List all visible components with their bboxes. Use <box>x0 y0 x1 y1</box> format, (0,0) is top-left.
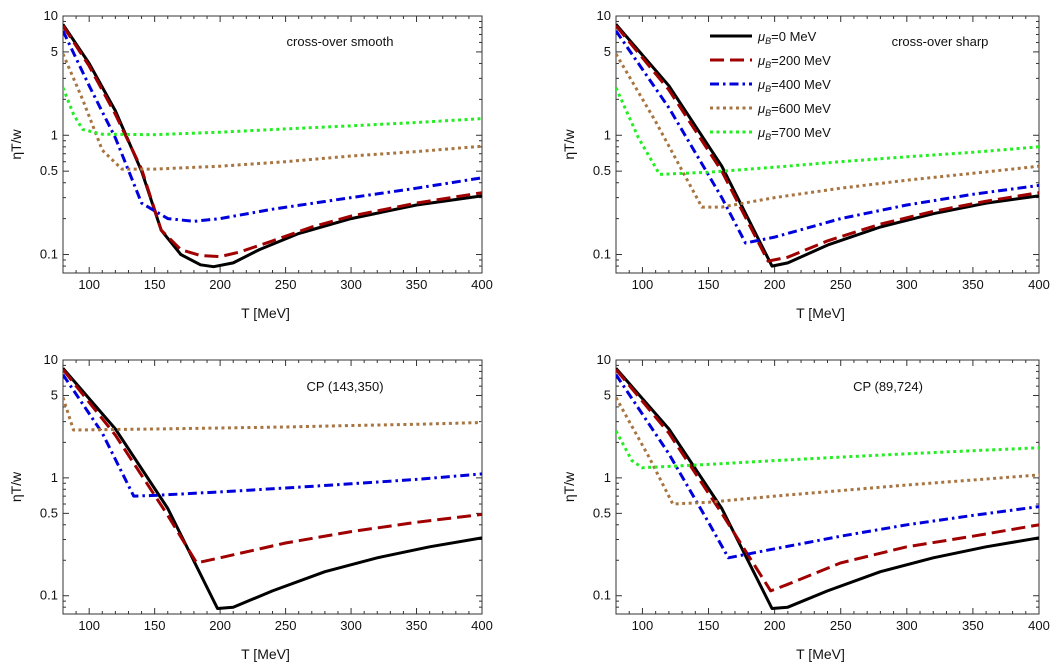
legend-label: μB=400 MeV <box>757 77 831 94</box>
x-axis-title: T [MeV] <box>796 646 845 662</box>
plot-frame <box>62 15 483 274</box>
legend-label: μB=200 MeV <box>757 53 831 70</box>
x-axis-title: T [MeV] <box>241 305 290 321</box>
legend-label: μB=0 MeV <box>757 29 817 46</box>
y-tick-label: 5 <box>51 387 58 402</box>
y-tick-label: 10 <box>597 352 611 367</box>
series-line-3 <box>616 53 1039 209</box>
series-line-3 <box>616 396 1039 506</box>
y-axis-title: ηT/w <box>8 471 24 502</box>
x-tick-label: 350 <box>962 618 984 633</box>
x-tick-label: 100 <box>78 277 100 292</box>
x-tick-label: 100 <box>632 618 654 633</box>
x-tick-label: 200 <box>209 618 231 633</box>
x-tick-label: 400 <box>471 277 493 292</box>
series-line-0 <box>63 23 482 269</box>
series-line-1 <box>616 24 1039 263</box>
y-axis-title: ηT/w <box>561 128 577 159</box>
y-tick-label: 1 <box>51 470 58 485</box>
y-tick-label: 0.1 <box>593 247 611 262</box>
y-tick-label: 5 <box>51 44 58 59</box>
series-line-1 <box>63 368 482 565</box>
chart-panel-1: 0.1 0.5 1 5 10 100 150 200 250 300 350 400 T [MeV] ηT… <box>8 8 493 321</box>
x-tick-label: 150 <box>144 277 166 292</box>
x-tick-label: 300 <box>340 277 362 292</box>
x-tick-label: 300 <box>896 277 918 292</box>
y-tick-label: 5 <box>604 387 611 402</box>
series-line-1 <box>616 368 1039 593</box>
legend-item-0: μB=0 MeV <box>710 29 817 46</box>
series-line-3 <box>63 53 482 171</box>
y-tick-label: 0.1 <box>40 247 58 262</box>
x-tick-label: 150 <box>144 618 166 633</box>
y-tick-label: 10 <box>44 352 58 367</box>
y-axis-title: ηT/w <box>8 128 24 159</box>
x-tick-label: 350 <box>406 277 428 292</box>
plot-frame <box>62 359 483 615</box>
x-axis-title: T [MeV] <box>796 305 845 321</box>
x-tick-label: 350 <box>406 618 428 633</box>
y-axis-title: ηT/w <box>561 471 577 502</box>
x-tick-label: 300 <box>340 618 362 633</box>
chart-panel-4: 0.1 0.5 1 5 10 100 150 200 250 300 350 400 T [MeV] ηT… <box>561 352 1050 662</box>
y-tick-label: 5 <box>604 44 611 59</box>
x-axis-title: T [MeV] <box>241 646 290 662</box>
x-tick-label: 200 <box>209 277 231 292</box>
panel-annotation: cross-over sharp <box>892 34 989 49</box>
panel-annotation: CP (143,350) <box>306 379 383 394</box>
x-tick-label: 200 <box>764 277 786 292</box>
series-line-3 <box>63 397 482 432</box>
legend-item-1: μB=200 MeV <box>710 53 831 70</box>
series-line-2 <box>616 373 1039 560</box>
legend-item-3: μB=600 MeV <box>710 101 831 118</box>
series-line-4 <box>63 87 482 137</box>
chart-panel-2: 0.1 0.5 1 5 10 100 150 200 250 300 350 400 T [MeV] ηT… <box>561 8 1050 321</box>
legend: μB=0 MeV μB=200 MeV μB=400 MeV μB=600 MeV μB… <box>710 29 831 142</box>
y-tick-label: 0.5 <box>593 505 611 520</box>
y-tick-label: 0.5 <box>40 505 58 520</box>
panel-annotation: cross-over smooth <box>287 34 394 49</box>
y-tick-label: 1 <box>604 470 611 485</box>
series-line-2 <box>63 30 482 223</box>
y-tick-label: 0.1 <box>593 588 611 603</box>
x-tick-label: 250 <box>830 277 852 292</box>
plot-frame <box>615 359 1040 615</box>
x-tick-label: 400 <box>471 618 493 633</box>
series-line-2 <box>616 30 1039 245</box>
x-tick-label: 250 <box>275 618 297 633</box>
x-tick-label: 400 <box>1028 277 1050 292</box>
series-line-2 <box>63 373 482 498</box>
x-tick-label: 100 <box>632 277 654 292</box>
x-tick-label: 350 <box>962 277 984 292</box>
y-tick-label: 0.5 <box>40 163 58 178</box>
y-tick-label: 0.1 <box>40 588 58 603</box>
legend-label: μB=600 MeV <box>757 101 831 118</box>
series-line-0 <box>616 367 1039 610</box>
legend-label: μB=700 MeV <box>757 125 831 142</box>
chart-panels: 0.1 0.5 1 5 10 100 150 200 250 300 350 400 T [MeV] ηT… <box>8 8 1050 662</box>
y-tick-label: 10 <box>597 8 611 23</box>
series-line-1 <box>63 24 482 259</box>
chart-panel-3: 0.1 0.5 1 5 10 100 150 200 250 300 350 400 T [MeV] ηT… <box>8 352 493 662</box>
series-line-0 <box>616 23 1039 268</box>
y-tick-label: 1 <box>51 127 58 142</box>
legend-item-4: μB=700 MeV <box>710 125 831 142</box>
x-tick-label: 400 <box>1028 618 1050 633</box>
x-tick-label: 100 <box>78 618 100 633</box>
panel-annotation: CP (89,724) <box>853 379 923 394</box>
legend-item-2: μB=400 MeV <box>710 77 831 94</box>
y-tick-label: 0.5 <box>593 163 611 178</box>
x-tick-label: 200 <box>764 618 786 633</box>
x-tick-label: 150 <box>698 277 720 292</box>
x-tick-label: 150 <box>698 618 720 633</box>
series-line-0 <box>63 367 482 610</box>
x-tick-label: 300 <box>896 618 918 633</box>
x-tick-label: 250 <box>275 277 297 292</box>
x-tick-label: 250 <box>830 618 852 633</box>
y-tick-label: 10 <box>44 8 58 23</box>
y-tick-label: 1 <box>604 127 611 142</box>
